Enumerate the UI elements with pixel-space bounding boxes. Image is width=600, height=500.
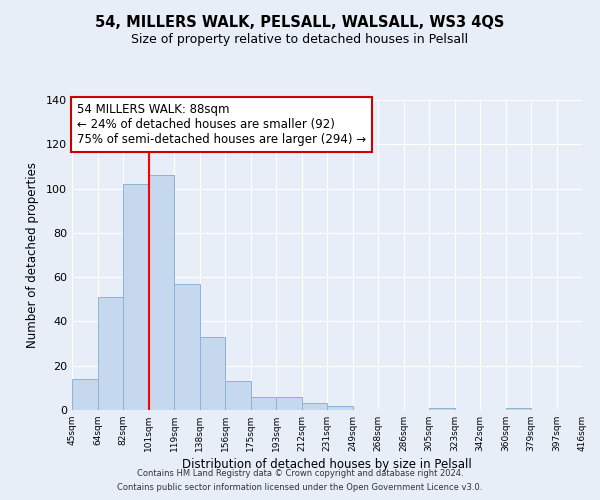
Text: Size of property relative to detached houses in Pelsall: Size of property relative to detached ho… xyxy=(131,32,469,46)
Bar xyxy=(97,297,123,410)
Bar xyxy=(72,379,97,410)
Bar xyxy=(327,406,353,410)
Bar xyxy=(225,381,251,410)
Text: Contains public sector information licensed under the Open Government Licence v3: Contains public sector information licen… xyxy=(118,484,482,492)
Bar xyxy=(276,396,302,410)
Bar xyxy=(505,408,531,410)
Y-axis label: Number of detached properties: Number of detached properties xyxy=(26,162,39,348)
Text: 54 MILLERS WALK: 88sqm
← 24% of detached houses are smaller (92)
75% of semi-det: 54 MILLERS WALK: 88sqm ← 24% of detached… xyxy=(77,103,366,146)
Bar xyxy=(123,184,149,410)
Bar xyxy=(251,396,276,410)
Bar xyxy=(302,404,327,410)
Bar xyxy=(429,408,455,410)
Text: 54, MILLERS WALK, PELSALL, WALSALL, WS3 4QS: 54, MILLERS WALK, PELSALL, WALSALL, WS3 … xyxy=(95,15,505,30)
Bar xyxy=(199,337,225,410)
Bar xyxy=(149,176,174,410)
Text: Contains HM Land Registry data © Crown copyright and database right 2024.: Contains HM Land Registry data © Crown c… xyxy=(137,468,463,477)
Bar xyxy=(174,284,199,410)
X-axis label: Distribution of detached houses by size in Pelsall: Distribution of detached houses by size … xyxy=(182,458,472,471)
